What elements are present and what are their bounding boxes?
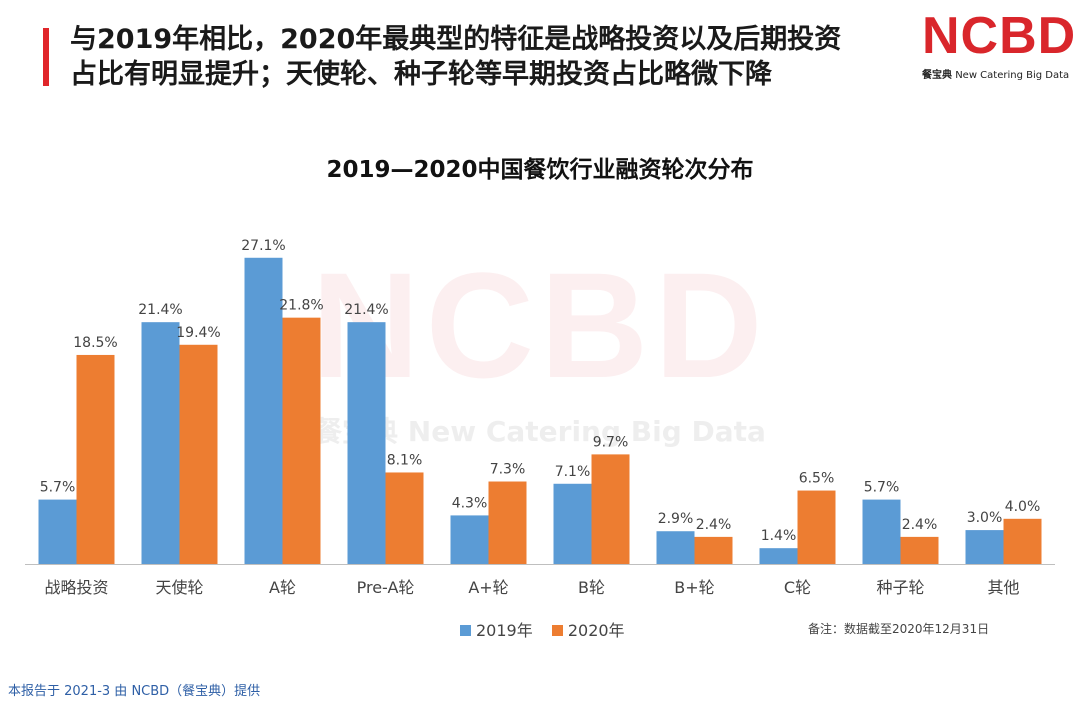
data-label-2020-6: 2.4%: [696, 517, 732, 533]
bar-2020-6: [694, 536, 733, 564]
x-tick-label-1: 天使轮: [155, 578, 203, 597]
x-tick-label-0: 战略投资: [44, 578, 108, 597]
data-label-2020-0: 18.5%: [73, 335, 117, 351]
data-label-2019-6: 2.9%: [658, 511, 694, 527]
bar-2019-1: [141, 322, 180, 564]
data-label-2020-5: 9.7%: [593, 434, 629, 450]
bar-2019-0: [38, 499, 77, 564]
data-label-2019-7: 1.4%: [761, 528, 797, 544]
x-tick-label-2: A轮: [269, 578, 296, 597]
x-tick-label-8: 种子轮: [876, 578, 924, 597]
headline: 与2019年相比，2020年最典型的特征是战略投资以及后期投资 占比有明显提升；…: [70, 22, 910, 92]
data-label-2020-2: 21.8%: [279, 298, 323, 314]
x-tick-label-3: Pre-A轮: [357, 578, 415, 597]
data-label-2020-3: 8.1%: [387, 452, 423, 468]
bar-2020-8: [900, 536, 939, 564]
data-label-2019-3: 21.4%: [344, 302, 388, 318]
legend-label-2020: 2020年: [567, 621, 625, 640]
legend-item-2020: 2020年: [551, 617, 625, 641]
bar-2020-1: [179, 344, 218, 564]
logo-subtitle-en: New Catering Big Data: [955, 70, 1070, 81]
bar-2019-3: [347, 322, 386, 564]
bar-2019-8: [862, 499, 901, 564]
ncbd-logo: NCBD 餐宝典 New Catering Big Data: [922, 7, 1077, 84]
data-label-2019-8: 5.7%: [864, 480, 900, 496]
footer-source: 本报告于 2021-3 由 NCBD（餐宝典）提供: [8, 684, 261, 699]
bar-2020-5: [591, 454, 630, 564]
headline-line-1: 与2019年相比，2020年最典型的特征是战略投资以及后期投资: [70, 24, 842, 55]
title-accent-bar: [43, 28, 49, 86]
x-tick-label-9: 其他: [987, 578, 1019, 597]
bar-2019-5: [553, 483, 592, 564]
chart-title: 2019—2020中国餐饮行业融资轮次分布: [326, 157, 754, 183]
headline-line-2: 占比有明显提升；天使轮、种子轮等早期投资占比略微下降: [70, 59, 772, 90]
bar-2020-4: [488, 481, 527, 564]
data-label-2019-9: 3.0%: [967, 510, 1003, 526]
x-tick-label-4: A+轮: [468, 578, 508, 597]
data-label-2019-4: 4.3%: [452, 495, 488, 511]
logo-subtitle-cn: 餐宝典: [922, 70, 952, 81]
legend-item-2019: 2019年: [460, 617, 533, 641]
x-tick-label-6: B+轮: [674, 578, 714, 597]
bar-2019-2: [244, 257, 283, 564]
data-label-2019-2: 27.1%: [241, 238, 285, 254]
legend-label-2019: 2019年: [476, 621, 533, 640]
bar-2020-2: [282, 317, 321, 564]
data-label-2020-1: 19.4%: [176, 325, 220, 341]
data-note: 备注：数据截至2020年12月31日: [808, 622, 990, 636]
bar-2020-9: [1003, 518, 1042, 564]
bar-2020-7: [797, 490, 836, 564]
legend-swatch-2020: [551, 625, 563, 636]
data-label-2020-4: 7.3%: [490, 462, 526, 478]
data-label-2020-9: 4.0%: [1005, 499, 1041, 515]
bar-2019-9: [965, 530, 1004, 564]
bar-2019-6: [656, 531, 695, 564]
data-label-2019-5: 7.1%: [555, 464, 591, 480]
bar-2020-3: [385, 472, 424, 564]
bar-2019-4: [450, 515, 489, 564]
legend-swatch-2019: [460, 625, 471, 636]
logo-subtitle: 餐宝典 New Catering Big Data: [922, 66, 1072, 81]
data-label-2019-0: 5.7%: [40, 480, 76, 496]
x-tick-label-7: C轮: [784, 578, 811, 597]
data-label-2020-7: 6.5%: [799, 471, 835, 487]
x-tick-label-5: B轮: [578, 578, 605, 597]
bar-2020-0: [76, 354, 115, 564]
data-label-2020-8: 2.4%: [902, 517, 938, 533]
data-label-2019-1: 21.4%: [138, 302, 182, 318]
logo-mark: NCBD: [922, 7, 1077, 65]
legend: 2019年 2020年: [460, 617, 639, 641]
bar-2019-7: [759, 548, 798, 564]
